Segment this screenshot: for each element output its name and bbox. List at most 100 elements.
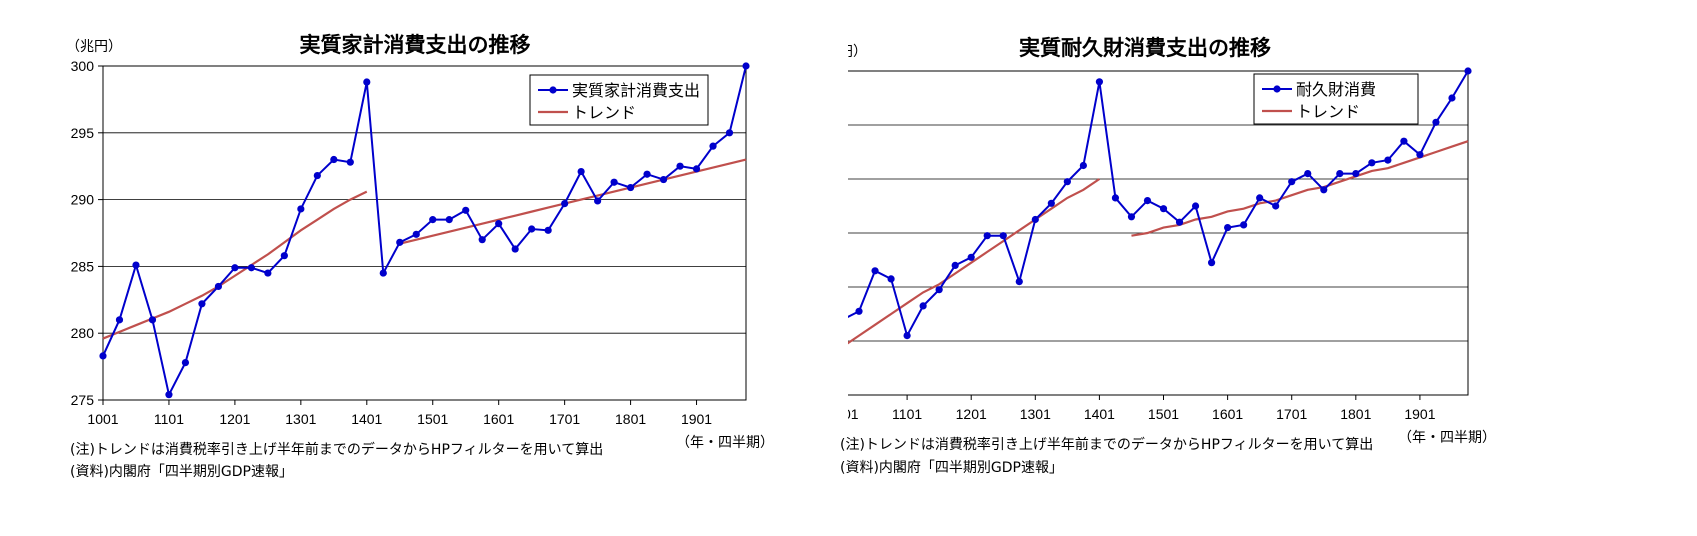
data-point — [346, 158, 354, 166]
y-tick-label: 300 — [71, 58, 95, 74]
data-point — [528, 225, 536, 233]
x-axis-unit: （年・四半期） — [1398, 430, 1496, 446]
data-point — [1127, 213, 1136, 221]
data-point — [983, 232, 991, 240]
x-tick-label: 1601 — [483, 411, 514, 427]
data-point — [148, 316, 157, 324]
x-tick-label: 1901 — [681, 411, 712, 427]
data-point — [379, 269, 387, 277]
data-point — [1031, 215, 1039, 224]
data-point — [1304, 170, 1312, 178]
x-tick-label: 1501 — [417, 411, 448, 427]
data-point — [363, 78, 371, 86]
x-tick-label: 1101 — [154, 411, 184, 427]
data-point — [1368, 159, 1376, 167]
data-point — [1272, 202, 1280, 210]
data-point — [231, 264, 239, 272]
x-tick-label: 1101 — [892, 406, 922, 422]
data-point — [871, 267, 879, 275]
data-point — [511, 245, 519, 253]
household-consumption-chart: 275 280 285 290 295 300 1001 1101 1201 1301 1401 15… — [66, 33, 774, 451]
x-tick-label: 1501 — [1148, 406, 1179, 422]
data-point — [396, 238, 404, 246]
data-point — [903, 332, 911, 340]
data-point — [999, 232, 1007, 240]
data-point — [935, 286, 943, 294]
data-point — [1464, 67, 1472, 75]
data-point — [429, 216, 437, 224]
data-point — [676, 162, 684, 170]
data-point — [313, 171, 321, 180]
data-point — [1352, 170, 1360, 178]
data-point — [132, 261, 140, 269]
data-point — [1288, 178, 1296, 186]
data-point — [659, 175, 668, 184]
y-tick-label: 280 — [71, 325, 95, 341]
data-point — [495, 220, 503, 228]
data-point — [1047, 199, 1055, 207]
data-point — [1240, 221, 1248, 229]
chart-note: (注)トレンドは消費税率引き上げ半年前までのデータからHPフィルターを用いて算出 — [70, 442, 604, 458]
data-point — [577, 167, 585, 176]
data-point — [887, 275, 895, 283]
data-point — [1224, 224, 1232, 232]
chart-title: 実質家計消費支出の推移 — [300, 33, 531, 57]
legend-box — [529, 74, 709, 126]
legend-box — [1253, 73, 1419, 125]
data-point — [1256, 194, 1264, 202]
chart-source: (資料)内閣府「四半期別GDP速報」 — [70, 464, 293, 480]
data-point — [594, 197, 602, 205]
data-point — [478, 236, 486, 244]
data-point — [967, 253, 975, 261]
household-consumption-chart-panel: 275 280 285 290 295 300 1001 1101 1201 1301 1401 15… — [0, 0, 848, 536]
legend-marker — [549, 86, 557, 94]
data-point — [99, 352, 107, 360]
y-tick-label: 275 — [71, 392, 95, 408]
data-point — [1416, 151, 1424, 159]
data-point — [247, 264, 255, 272]
y-axis-unit: （兆円） — [848, 44, 867, 60]
data-point — [462, 206, 470, 214]
y-tick-label: 285 — [71, 258, 95, 274]
data-point — [1095, 78, 1104, 86]
data-point — [445, 216, 453, 224]
data-point — [1320, 186, 1328, 194]
data-point — [181, 358, 190, 367]
trend-line — [102, 190, 368, 340]
data-point — [610, 178, 618, 186]
x-tick-label: 1001 — [848, 406, 859, 422]
x-tick-label: 1301 — [1020, 406, 1051, 422]
data-point — [919, 302, 927, 310]
data-point — [1015, 278, 1023, 286]
legend-label: 実質家計消費支出 — [572, 81, 700, 100]
y-axis-unit: （兆円） — [66, 39, 122, 55]
data-point — [214, 282, 223, 291]
x-tick-label: 1401 — [351, 411, 382, 427]
data-point — [115, 316, 124, 324]
data-point — [198, 300, 206, 308]
series-line — [102, 65, 747, 398]
data-point — [1079, 161, 1087, 170]
x-tick-label: 1301 — [285, 411, 316, 427]
data-point — [1175, 218, 1184, 226]
data-point — [709, 142, 717, 150]
data-point — [742, 62, 750, 70]
y-tick-label: 295 — [71, 125, 95, 141]
legend-label: トレンド — [572, 103, 636, 122]
x-tick-label: 1901 — [1404, 406, 1435, 422]
data-point — [264, 269, 272, 277]
trend-line — [848, 178, 1101, 345]
data-point — [544, 226, 552, 234]
data-point — [1063, 178, 1071, 186]
data-point — [951, 261, 959, 269]
data-point — [1432, 118, 1440, 126]
data-point — [1336, 170, 1344, 178]
data-point — [855, 307, 863, 315]
data-point — [1111, 194, 1120, 202]
trend-line — [399, 158, 747, 245]
data-point — [561, 200, 569, 208]
data-point — [297, 205, 305, 213]
x-tick-label: 1001 — [87, 411, 118, 427]
chart-title: 実質耐久財消費支出の推移 — [1019, 36, 1271, 60]
x-tick-label: 1701 — [1276, 406, 1307, 422]
